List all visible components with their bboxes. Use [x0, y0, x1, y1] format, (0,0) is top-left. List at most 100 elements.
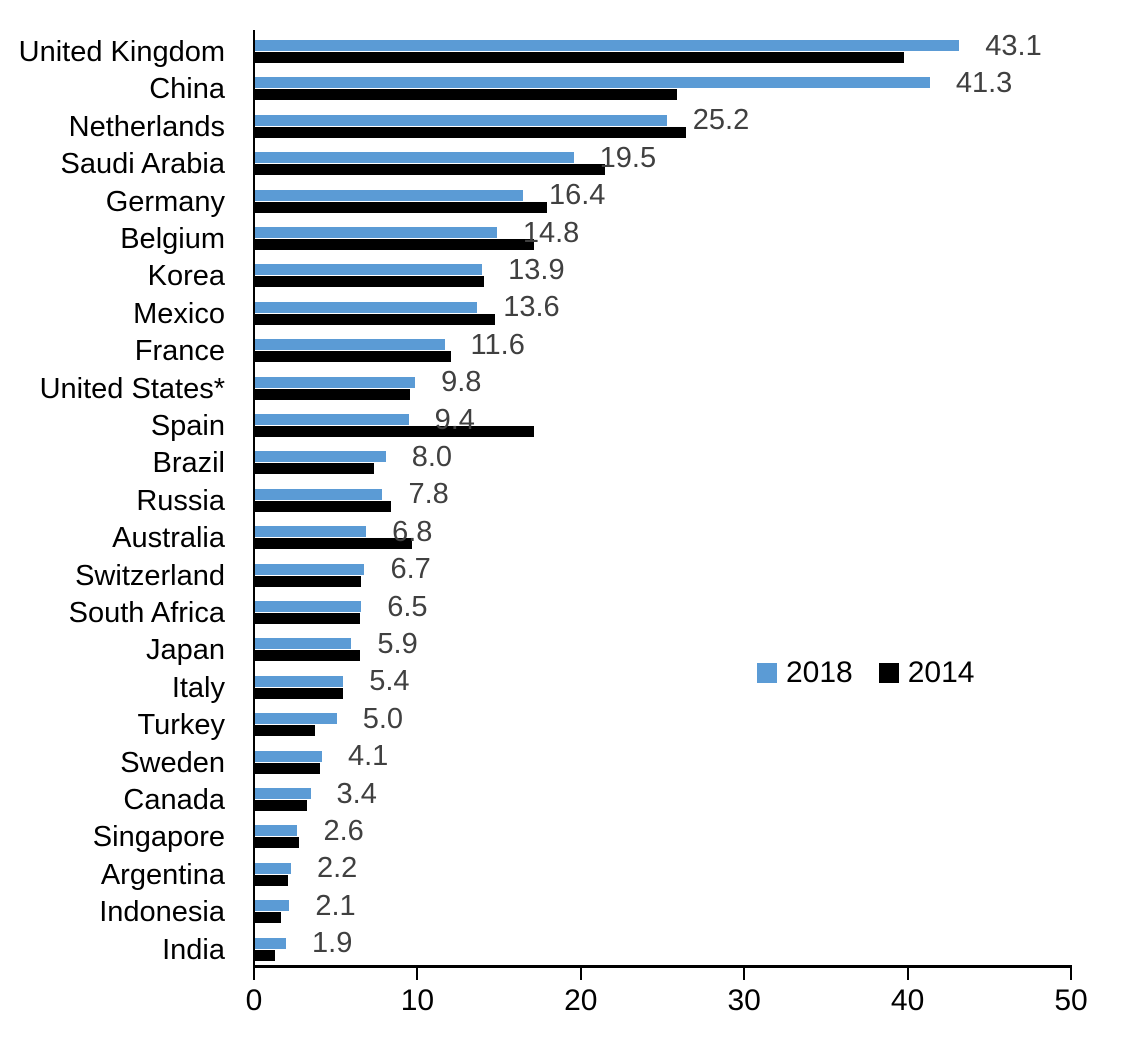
category-label-turkey: Turkey: [137, 709, 225, 742]
bar-2018-russia: [255, 488, 383, 500]
value-label-india: 1.9: [312, 927, 353, 960]
category-label-singapore: Singapore: [92, 821, 225, 854]
x-tick-40: [906, 968, 909, 980]
x-tick-10: [416, 968, 419, 980]
x-tick-label-50: 50: [1054, 984, 1088, 1017]
bar-2018-sweden: [255, 750, 322, 762]
x-tick-30: [743, 968, 746, 980]
category-label-argentina: Argentina: [100, 858, 225, 891]
value-label-singapore: 2.6: [323, 814, 364, 847]
legend-swatch-2018: [757, 663, 777, 683]
category-label-mexico: Mexico: [133, 297, 225, 330]
bar-2018-united-kingdom: [255, 40, 960, 51]
value-label-netherlands: 25.2: [692, 104, 750, 137]
bar-2014-united-kingdom: [255, 52, 904, 63]
bar-2014-germany: [255, 201, 548, 213]
bar-2014-mexico: [255, 313, 496, 325]
value-label-saudi-arabia: 19.5: [599, 141, 657, 174]
plot-area: 43.1 41.3 25.2 19.5 16.4 14.8 13.9 13.6 11.6 9.8 9…: [253, 30, 1072, 968]
value-label-germany: 16.4: [548, 179, 606, 212]
category-label-switzerland: Switzerland: [75, 559, 225, 592]
x-axis: 0 10 20 30 40 50: [246, 968, 1088, 1038]
bar-2018-canada: [255, 788, 311, 799]
x-tick-label-30: 30: [727, 984, 761, 1017]
bar-2018-netherlands: [255, 114, 667, 126]
x-tick-label-20: 20: [564, 984, 598, 1017]
bar-2014-korea: [255, 276, 484, 288]
bar-2014-china: [255, 89, 677, 101]
bar-2018-australia: [255, 526, 367, 538]
x-tick-0: [253, 968, 255, 980]
legend-item-2014: 2014: [878, 656, 975, 689]
bar-2014-singapore: [255, 837, 300, 849]
bar-2018-france: [255, 339, 445, 351]
value-label-united-states: 9.8: [441, 366, 482, 399]
value-label-russia: 7.8: [408, 478, 449, 511]
value-label-italy: 5.4: [369, 665, 410, 698]
bar-2014-russia: [255, 500, 391, 512]
bar-2014-netherlands: [255, 126, 687, 138]
x-tick-label-0: 0: [245, 984, 263, 1017]
category-label-canada: Canada: [123, 784, 225, 816]
bar-2014-sweden: [255, 762, 321, 774]
bar-2018-japan: [255, 638, 352, 650]
bar-2018-indonesia: [255, 900, 290, 912]
bar-2014-south-africa: [255, 613, 360, 624]
value-label-indonesia: 2.1: [315, 889, 356, 922]
value-label-france: 11.6: [470, 328, 525, 361]
value-label-canada: 3.4: [336, 777, 377, 810]
value-label-australia: 6.8: [392, 515, 433, 548]
bar-2014-belgium: [255, 239, 535, 250]
category-label-belgium: Belgium: [120, 223, 225, 255]
value-label-switzerland: 6.7: [390, 553, 431, 586]
bar-2018-south-africa: [255, 601, 362, 612]
value-label-sweden: 4.1: [347, 740, 389, 773]
bar-2018-belgium: [255, 227, 497, 238]
category-label-japan: Japan: [145, 634, 225, 667]
bar-2018-mexico: [255, 301, 478, 313]
value-label-united-kingdom: 43.1: [985, 29, 1042, 62]
category-label-saudi-arabia: Saudi Arabia: [60, 148, 225, 181]
x-tick-label-10: 10: [400, 984, 435, 1017]
bar-2014-france: [255, 351, 452, 363]
bar-2014-turkey: [255, 725, 316, 737]
value-label-mexico: 13.6: [503, 291, 560, 324]
category-label-australia: Australia: [112, 522, 225, 555]
x-tick-20: [579, 968, 582, 980]
category-label-germany: Germany: [105, 185, 225, 218]
value-label-spain: 9.4: [434, 403, 475, 436]
bar-2014-canada: [255, 800, 308, 811]
bar-2018-china: [255, 77, 930, 89]
category-label-sweden: Sweden: [120, 746, 225, 779]
bar-2018-india: [255, 937, 287, 949]
value-label-brazil: 8.0: [411, 440, 453, 473]
value-label-belgium: 14.8: [522, 216, 580, 249]
bar-2018-italy: [255, 675, 344, 687]
value-label-japan: 5.9: [377, 627, 418, 660]
legend-label-2018: 2018: [786, 656, 853, 689]
bar-2018-singapore: [255, 825, 298, 837]
bar-2018-united-states: [255, 376, 416, 388]
value-label-south-africa: 6.5: [387, 590, 428, 623]
bar-2014-saudi-arabia: [255, 164, 605, 176]
bar-2014-united-states: [255, 388, 411, 400]
value-label-china: 41.3: [955, 66, 1013, 99]
value-label-korea: 13.9: [508, 253, 565, 286]
bar-2018-saudi-arabia: [255, 152, 574, 164]
legend: 2018 2014: [757, 655, 975, 691]
category-label-spain: Spain: [150, 410, 225, 442]
category-label-india: India: [162, 933, 225, 966]
bar-2014-brazil: [255, 463, 375, 475]
bar-2018-spain: [255, 414, 409, 425]
bar-2018-germany: [255, 189, 523, 201]
category-label-south-africa: South Africa: [68, 597, 225, 629]
bar-2018-argentina: [255, 862, 291, 874]
category-label-united-kingdom: United Kingdom: [18, 36, 225, 68]
category-label-france: France: [134, 335, 225, 368]
legend-swatch-2014: [878, 663, 899, 683]
bar-2014-indonesia: [255, 912, 282, 924]
legend-label-2014: 2014: [907, 656, 975, 689]
bar-2014-spain: [255, 426, 535, 437]
value-label-argentina: 2.2: [316, 852, 358, 885]
